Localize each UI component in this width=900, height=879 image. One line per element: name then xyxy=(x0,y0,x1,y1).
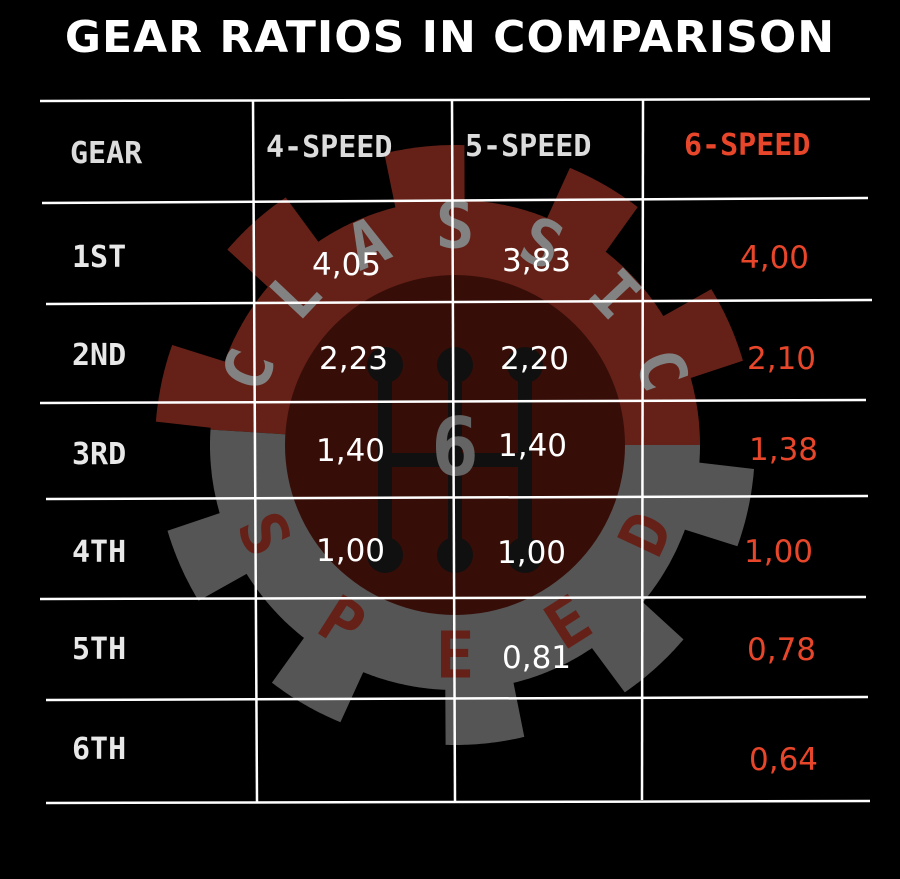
header-4-speed: 4-SPEED xyxy=(266,130,393,165)
value-6speed-1st: 4,00 xyxy=(740,240,810,276)
value-6speed-3rd: 1,38 xyxy=(749,432,819,468)
row-divider xyxy=(45,298,873,306)
row-label-2nd: 2ND xyxy=(72,338,127,373)
column-divider xyxy=(251,100,259,803)
header-gear: GEAR xyxy=(70,136,143,171)
value-4speed-2nd: 2,23 xyxy=(319,341,389,377)
value-4speed-3rd: 1,40 xyxy=(316,433,386,469)
header-6-speed: 6-SPEED xyxy=(684,128,811,163)
value-5speed-4th: 1,00 xyxy=(497,535,567,571)
value-6speed-2nd: 2,10 xyxy=(747,341,817,377)
value-6speed-6th: 0,64 xyxy=(749,742,819,778)
column-divider xyxy=(640,99,645,801)
row-divider xyxy=(39,97,871,103)
row-label-6th: 6TH xyxy=(72,732,127,767)
row-divider xyxy=(45,695,869,702)
page-title: GEAR RATIOS IN COMPARISON xyxy=(64,12,836,63)
value-5speed-5th: 0,81 xyxy=(502,640,572,676)
row-divider xyxy=(41,196,869,205)
row-label-5th: 5TH xyxy=(72,632,127,667)
value-4speed-1st: 4,05 xyxy=(312,247,382,283)
row-divider xyxy=(45,494,869,501)
value-6speed-5th: 0,78 xyxy=(747,632,817,668)
value-5speed-1st: 3,83 xyxy=(502,243,572,279)
value-5speed-2nd: 2,20 xyxy=(500,341,570,377)
logo-center-number: 6 xyxy=(431,401,479,494)
logo-letter: S xyxy=(436,190,475,264)
value-5speed-3rd: 1,40 xyxy=(498,428,568,464)
column-divider xyxy=(450,100,457,802)
header-5-speed: 5-SPEED xyxy=(465,129,592,164)
value-4speed-4th: 1,00 xyxy=(316,533,386,569)
row-label-4th: 4TH xyxy=(72,535,127,570)
row-label-1st: 1ST xyxy=(72,240,127,275)
row-label-3rd: 3RD xyxy=(72,437,127,472)
row-divider xyxy=(45,799,871,805)
value-6speed-4th: 1,00 xyxy=(744,534,814,570)
